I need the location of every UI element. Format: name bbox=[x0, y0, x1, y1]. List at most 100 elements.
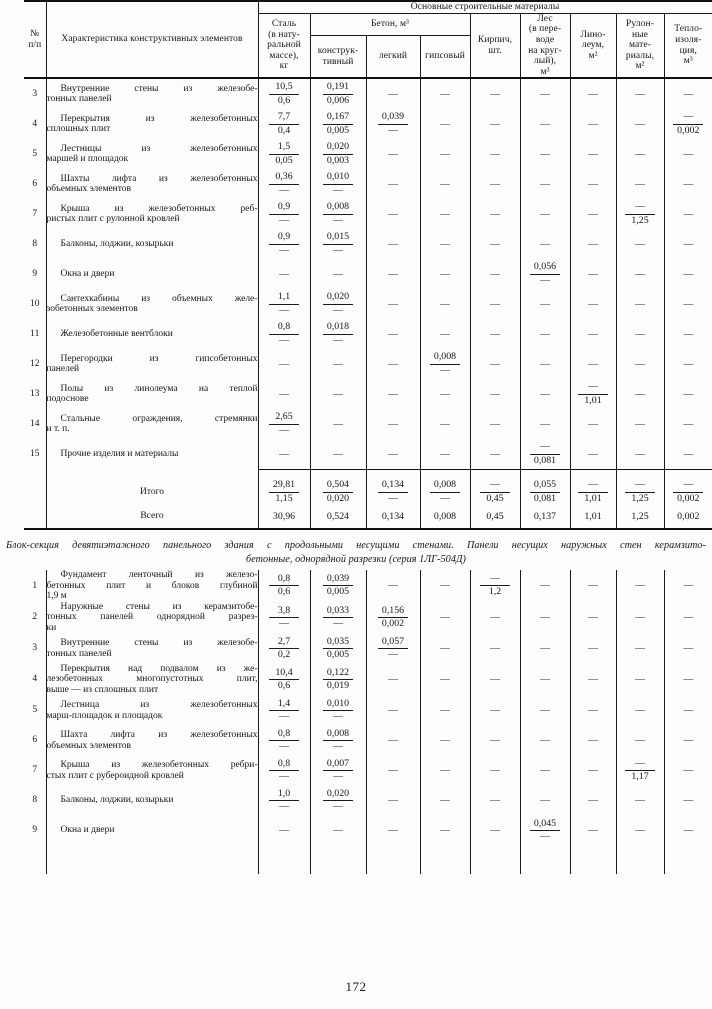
fraction-numerator: 0,039 bbox=[381, 111, 405, 123]
fraction-value: 0,056— bbox=[530, 261, 560, 286]
single-value: — bbox=[635, 298, 645, 310]
fraction-value: —1,25 bbox=[625, 201, 655, 226]
description-line-1: Полы из линолеума на теплой bbox=[60, 383, 258, 394]
col-header-main-materials: Основные строительные материалы bbox=[257, 1, 712, 14]
fraction-denominator: — bbox=[269, 799, 299, 812]
cell-concrete_light: — bbox=[365, 199, 421, 230]
row-description: Фундамент ленточный из железо-бетонных п… bbox=[45, 569, 259, 602]
cell-roll_materials: —1,17 bbox=[615, 755, 665, 786]
cell-linoleum: — bbox=[569, 229, 617, 260]
cell-concrete_light: — bbox=[365, 349, 421, 380]
cell-roll_materials: — bbox=[615, 349, 665, 380]
lino-l3: м² bbox=[588, 50, 598, 61]
fraction-numerator: 29,81 bbox=[272, 479, 296, 491]
single-value: — bbox=[540, 178, 550, 190]
fraction-numerator: 0,8 bbox=[277, 757, 291, 769]
cell-concrete_light: — bbox=[365, 379, 421, 410]
fraction-denominator: — bbox=[269, 243, 299, 256]
row-description: Железобетонные вентблоки bbox=[45, 319, 259, 350]
description-line-1: Перекрытия из железобетонных bbox=[60, 113, 258, 124]
fraction-numerator: 1,0 bbox=[277, 787, 291, 799]
single-value: — bbox=[683, 824, 694, 836]
single-value: — bbox=[683, 764, 694, 776]
fraction-value: 0,020 0,003 bbox=[323, 141, 353, 166]
fraction-denominator: — bbox=[323, 303, 353, 316]
single-value: 0,45 bbox=[486, 510, 504, 522]
fraction-denominator: — bbox=[323, 709, 353, 722]
fraction-value: 0,035 0,005 bbox=[323, 635, 353, 661]
row-description: Сантехкабины из объемных желе-зобетонных… bbox=[45, 289, 259, 320]
description-line-1: Крыша из железобетонных реб- bbox=[60, 203, 258, 214]
cell-concrete_light: — bbox=[365, 319, 421, 350]
single-value: — bbox=[440, 794, 450, 806]
cell-concrete_structural: 0,033— bbox=[309, 601, 367, 634]
fraction-value: 0,055 0,081 bbox=[530, 479, 560, 504]
fraction-value: 0,033— bbox=[323, 605, 353, 630]
description-line-1: Прочие изделия и материалы bbox=[60, 449, 179, 460]
cell-lumber: — bbox=[519, 289, 571, 320]
fraction-numerator: 0,008 bbox=[326, 201, 350, 213]
fraction-denominator: 0,6 bbox=[269, 93, 299, 106]
row-number: 12 bbox=[24, 349, 47, 380]
description-line-2: лезобетонных многопустотных плит, bbox=[46, 674, 258, 685]
single-value: — bbox=[490, 448, 500, 460]
cell-concrete_gypsum: 0,008— bbox=[419, 349, 471, 380]
description-line-1: Железобетонные вентблоки bbox=[60, 329, 173, 340]
table-row: 5 Лестница из железобетонных марш-площадок… bbox=[24, 695, 712, 726]
ti-l1: Тепло- bbox=[674, 24, 703, 35]
fraction-denominator: — bbox=[269, 213, 299, 226]
description-line-1: Балконы, лоджии, козырьки bbox=[60, 795, 174, 806]
fraction-numerator: 0,8 bbox=[277, 727, 291, 739]
single-value: — bbox=[588, 794, 598, 806]
description-line-2: тонных панелей однорядной разрез- bbox=[46, 612, 258, 623]
cell-lumber: — bbox=[519, 139, 571, 170]
row-number: 8 bbox=[24, 785, 47, 816]
single-value: — bbox=[388, 298, 398, 310]
fraction-denominator: 0,6 bbox=[269, 585, 299, 597]
single-value: — bbox=[540, 418, 550, 430]
fraction-numerator: 0,36 bbox=[275, 171, 293, 183]
cell-concrete_structural: — bbox=[309, 439, 367, 470]
fraction-denominator: 0,6 bbox=[269, 678, 299, 691]
fraction-denominator: 0,005 bbox=[323, 648, 353, 660]
cell-concrete_gypsum: — bbox=[419, 815, 471, 846]
row-number: 14 bbox=[24, 409, 47, 440]
cell-linoleum: — bbox=[569, 755, 617, 786]
row-number: 13 bbox=[24, 379, 47, 410]
cell-thermal_insulation: — bbox=[663, 229, 712, 260]
bottom-edge-cell bbox=[309, 845, 367, 874]
fraction-denominator: 0,006 bbox=[323, 93, 353, 106]
cell-concrete_light: — bbox=[365, 439, 421, 470]
single-value: — bbox=[683, 418, 694, 430]
single-value: — bbox=[635, 580, 645, 592]
fraction-numerator: 0,035 bbox=[326, 635, 350, 647]
row-number: 1 bbox=[24, 569, 47, 602]
cell-lumber: — bbox=[519, 349, 571, 380]
cell-lumber: — bbox=[519, 663, 571, 696]
single-value: — bbox=[490, 611, 500, 623]
col-header-brick: Кирпич, шт. bbox=[469, 13, 521, 79]
fraction-denominator: 0,003 bbox=[323, 153, 353, 166]
cell-brick: — bbox=[469, 663, 521, 696]
single-value: — bbox=[490, 178, 500, 190]
table-row: 2 Наружные стены из керамзитобе-тонных па… bbox=[24, 601, 712, 634]
single-value: — bbox=[540, 238, 550, 250]
description-line-2: панелей bbox=[46, 364, 80, 375]
single-value: — bbox=[279, 448, 289, 460]
description-line-3: выше — из сплошных плит bbox=[46, 684, 159, 695]
roll-l2: ные bbox=[632, 29, 648, 40]
description-line-1: Сантехкабины из объемных желе- bbox=[60, 293, 258, 304]
fraction-numerator: 0,122 bbox=[326, 666, 350, 678]
description-line-2: стых плит с рубероидной кровлей bbox=[46, 770, 184, 781]
cell-brick: — bbox=[469, 259, 521, 290]
cell-thermal_insulation: — bbox=[663, 569, 712, 602]
description-line-1: Лестница из железобетонных bbox=[60, 699, 258, 710]
table-row: 7 Крыша из железобетонных ребри-стых плит… bbox=[24, 755, 712, 786]
cell-thermal_insulation: — bbox=[663, 785, 712, 816]
row-number: 5 bbox=[24, 695, 47, 726]
fraction-value: 0,015— bbox=[323, 231, 353, 256]
cell-concrete_structural: 0,007— bbox=[309, 755, 367, 786]
table-row: 6 Шахты лифта из железобетонных объемных э… bbox=[24, 169, 712, 200]
table-row: 6 Шахта лифта из железобетонных объемных э… bbox=[24, 725, 712, 756]
description-line-1: Лестницы из железобетонных bbox=[60, 143, 258, 154]
